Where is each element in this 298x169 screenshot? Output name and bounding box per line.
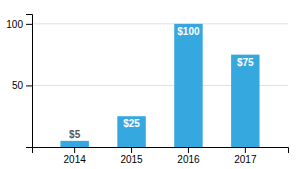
grid-line xyxy=(32,23,288,24)
x-tick: 2014 xyxy=(64,147,87,165)
x-tick: 2016 xyxy=(177,147,200,165)
x-tick: 2017 xyxy=(234,147,257,165)
x-tick-label: 2016 xyxy=(177,154,200,165)
data-labels: $5 $25 $100 $75 xyxy=(69,26,254,140)
y-axis-line xyxy=(26,15,33,148)
x-tick-label: 2014 xyxy=(64,154,87,165)
bar xyxy=(231,55,259,147)
data-label: $75 xyxy=(237,57,254,68)
x-tick-label: 2017 xyxy=(234,154,257,165)
x-axis: 2014 2015 2016 2017 xyxy=(33,147,289,165)
bar xyxy=(174,24,202,147)
y-tick: 100 xyxy=(6,19,32,30)
y-tick: 50 xyxy=(12,80,32,91)
bar xyxy=(60,141,88,147)
x-tick-label: 2015 xyxy=(120,154,143,165)
x-tick-mark xyxy=(131,147,132,153)
x-axis-line xyxy=(33,148,289,154)
x-tick: 2015 xyxy=(120,147,143,165)
data-label: $5 xyxy=(69,129,81,140)
data-label: $25 xyxy=(123,118,140,129)
data-label: $100 xyxy=(177,26,200,37)
y-tick-mark xyxy=(26,85,32,86)
x-tick-mark xyxy=(74,147,75,153)
y-tick-mark xyxy=(26,24,32,25)
x-tick-mark xyxy=(245,147,246,153)
plot: 2014 2015 2016 2017 50 100 $5 $25 $100 $75 xyxy=(6,15,288,166)
y-tick-label: 100 xyxy=(6,19,23,30)
chart: 2014 2015 2016 2017 50 100 $5 $25 $100 $75 xyxy=(0,0,298,169)
bars xyxy=(60,24,259,147)
y-axis: 50 100 xyxy=(6,15,32,148)
bar xyxy=(117,116,145,147)
y-tick-label: 50 xyxy=(12,80,24,91)
x-tick-mark xyxy=(188,147,189,153)
